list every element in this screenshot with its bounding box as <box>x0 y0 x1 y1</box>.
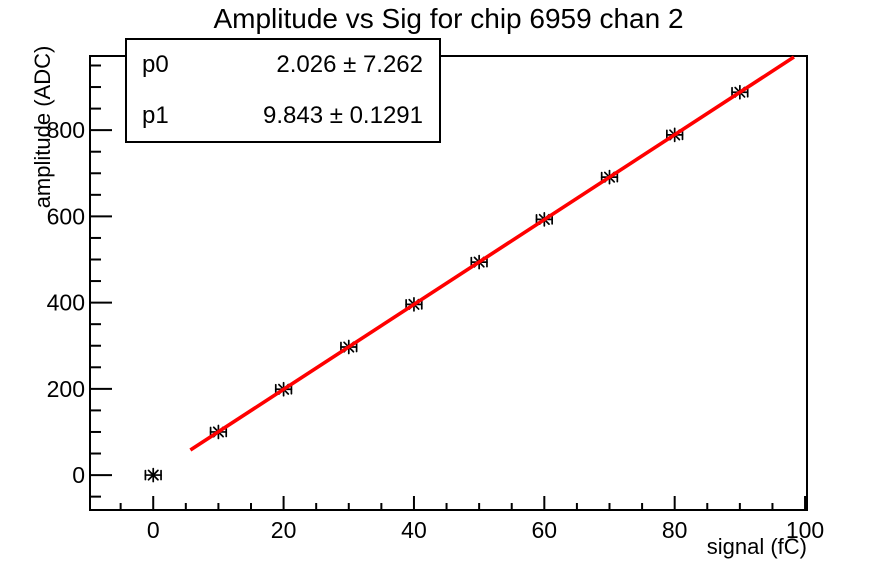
y-tick-label: 0 <box>72 462 85 488</box>
x-axis-title: signal (fC) <box>706 534 807 559</box>
x-tick-label: 20 <box>271 517 297 543</box>
fit-param-p0-value: 2.026 ± 7.262 <box>276 51 423 79</box>
fit-param-p0-name: p0 <box>142 51 169 79</box>
plot-title: Amplitude vs Sig for chip 6959 chan 2 <box>213 3 684 34</box>
y-tick-label: 200 <box>47 376 85 402</box>
y-tick-label: 600 <box>47 203 85 229</box>
x-tick-label: 100 <box>786 517 824 543</box>
stats-row-p1: p1 9.843 ± 0.1291 <box>127 91 439 142</box>
data-point <box>144 467 162 483</box>
x-tick-label: 40 <box>401 517 427 543</box>
x-tick-label: 80 <box>662 517 688 543</box>
fit-stats-box: p0 2.026 ± 7.262 p1 9.843 ± 0.1291 <box>125 38 441 143</box>
fit-param-p1-name: p1 <box>142 101 169 129</box>
plot-frame <box>89 55 808 511</box>
x-tick-label: 0 <box>147 517 160 543</box>
y-tick-label: 400 <box>47 290 85 316</box>
stats-row-p0: p0 2.026 ± 7.262 <box>127 40 439 91</box>
x-tick-label: 60 <box>532 517 558 543</box>
y-axis-title: amplitude (ADC) <box>30 45 55 209</box>
fit-line <box>189 55 795 452</box>
fit-param-p1-value: 9.843 ± 0.1291 <box>263 101 423 129</box>
data-point-segment <box>147 469 159 481</box>
y-tick-label: 800 <box>47 117 85 143</box>
